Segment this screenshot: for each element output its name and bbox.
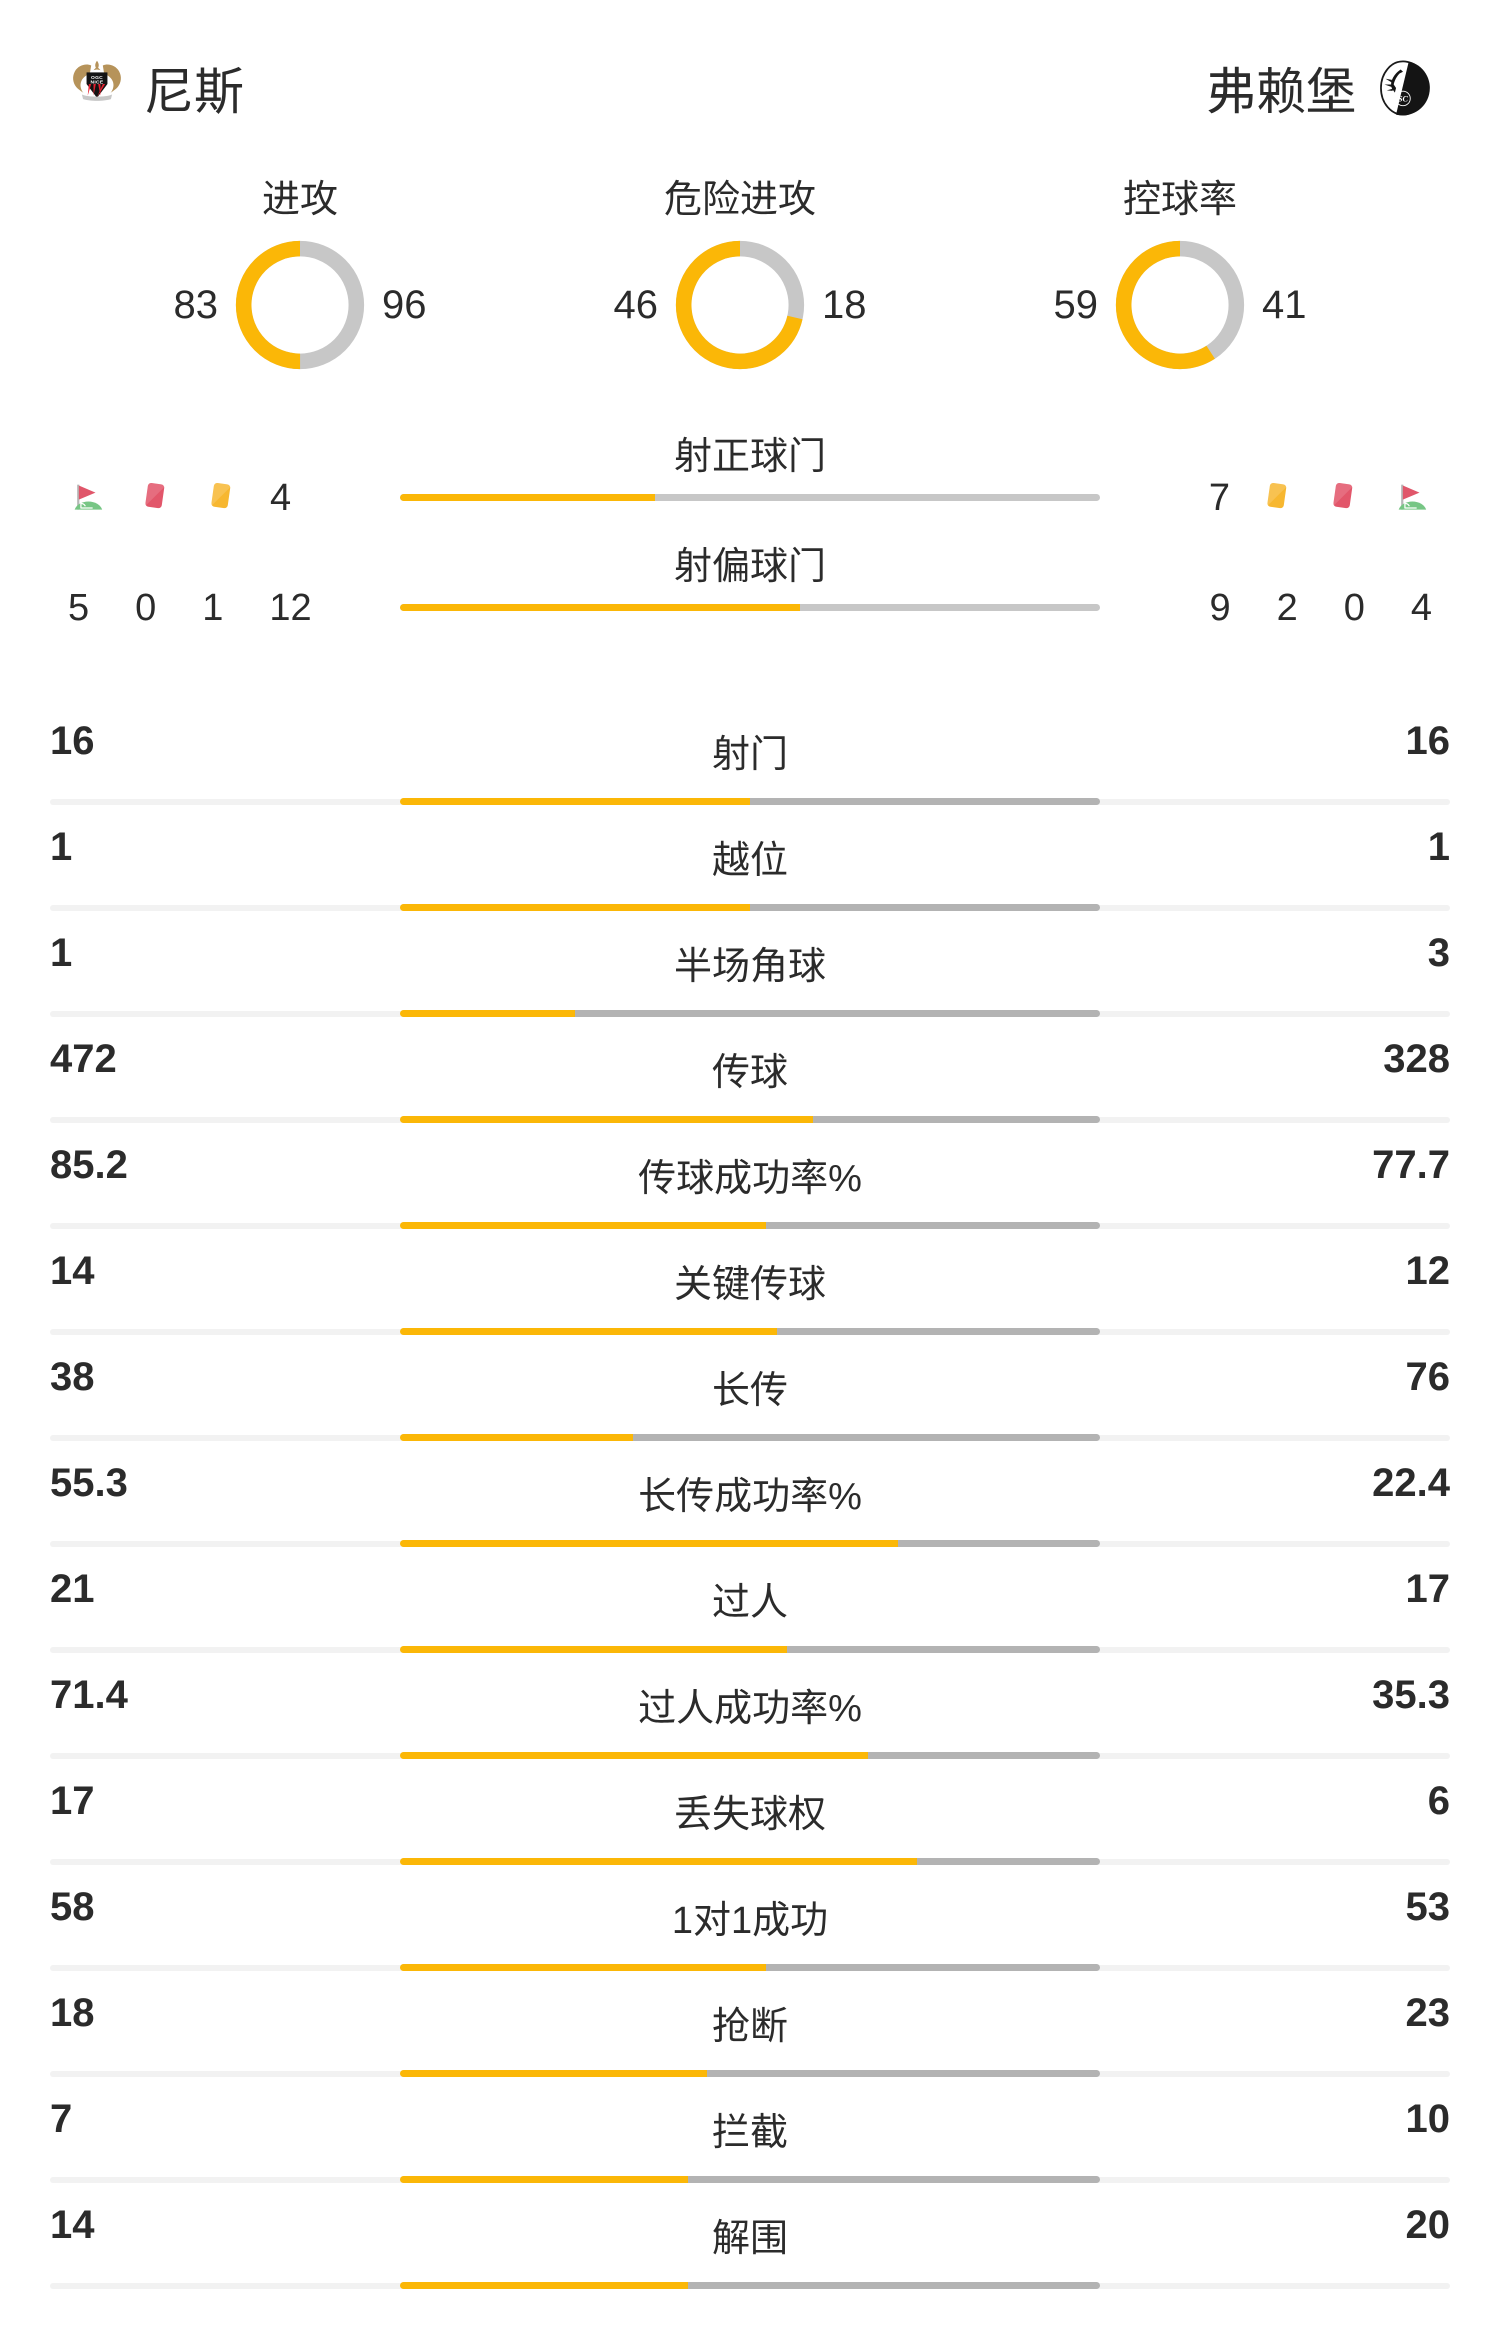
svg-text:SC: SC — [1398, 95, 1409, 104]
